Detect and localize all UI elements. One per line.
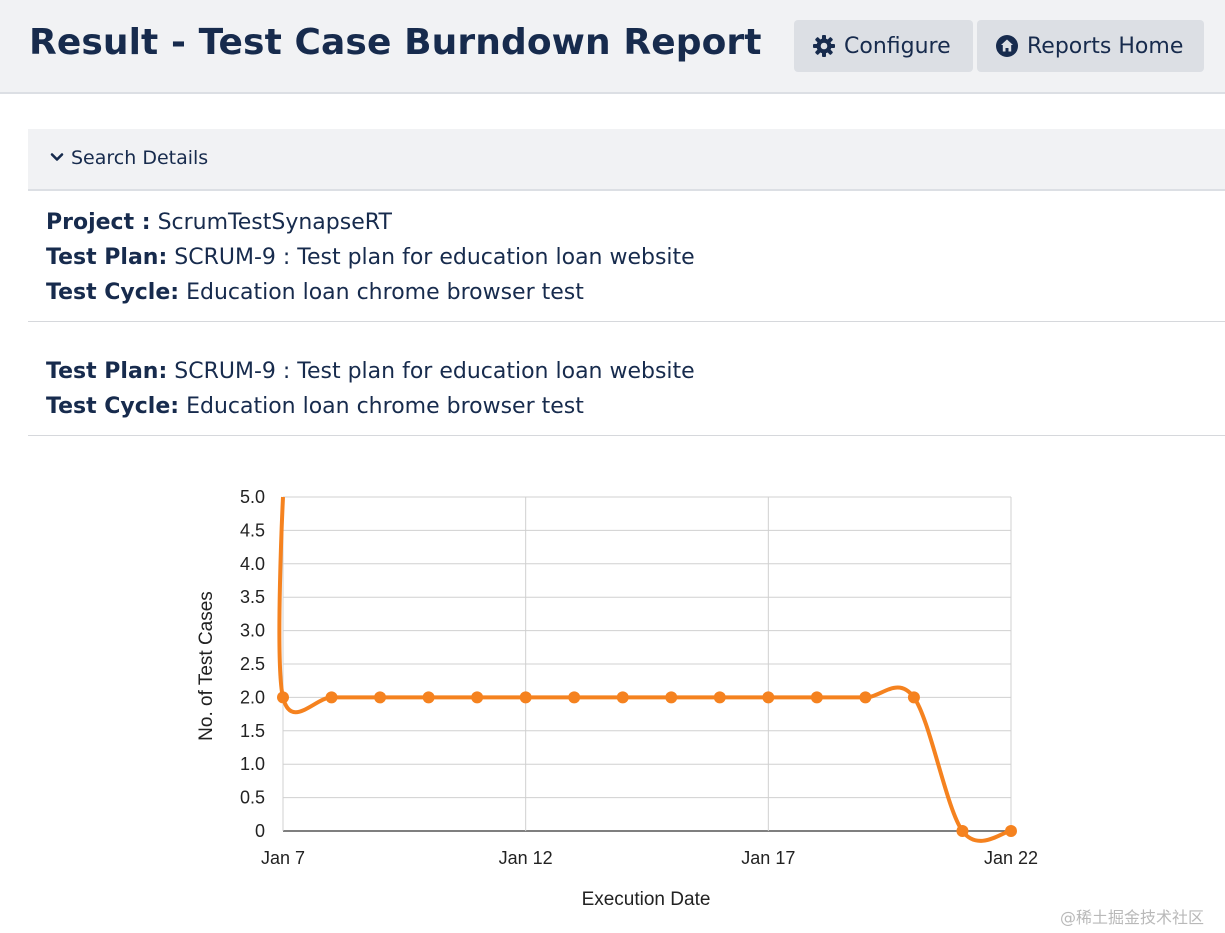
y-tick-label: 2.0 [240,687,265,707]
test-plan-label: Test Plan: [46,359,168,384]
test-cycle-label: Test Cycle: [46,280,180,305]
project-label: Project : [46,210,151,235]
chevron-down-icon [50,147,64,169]
test-plan-row: Test Plan: SCRUM-9 : Test plan for educa… [46,240,695,275]
y-tick-label: 5.0 [240,487,265,507]
gear-icon [812,34,836,58]
test-plan-value: SCRUM-9 : Test plan for education loan w… [174,245,695,270]
configure-label: Configure [844,33,951,59]
test-plan-value: SCRUM-9 : Test plan for education loan w… [174,359,695,384]
header-bar: Result - Test Case Burndown Report Confi… [0,0,1225,94]
burndown-series-line [277,496,1012,843]
chart-header-details: Test Plan: SCRUM-9 : Test plan for educa… [46,354,695,424]
test-cycle-label: Test Cycle: [46,394,180,419]
reports-home-button[interactable]: Reports Home [977,20,1204,72]
data-point [616,691,629,704]
test-cycle-value: Education loan chrome browser test [186,394,584,419]
y-tick-label: 0.5 [240,788,265,808]
data-point [859,691,872,704]
x-tick-label: Jan 22 [984,848,1038,868]
reports-home-label: Reports Home [1027,33,1184,59]
configure-button[interactable]: Configure [794,20,973,72]
data-point [471,691,484,704]
data-point [713,691,726,704]
data-point [762,691,775,704]
test-cycle-row: Test Cycle: Education loan chrome browse… [46,275,695,310]
data-point [810,691,823,704]
y-tick-label: 3.0 [240,621,265,641]
page-title: Result - Test Case Burndown Report [29,22,762,63]
data-point [1005,825,1017,837]
data-point [519,691,532,704]
y-tick-label: 1.5 [240,721,265,741]
y-tick-label: 3.5 [240,587,265,607]
y-tick-label: 4.5 [240,520,265,540]
test-cycle-value: Education loan chrome browser test [186,280,584,305]
test-plan-row: Test Plan: SCRUM-9 : Test plan for educa… [46,354,695,389]
y-tick-label: 4.0 [240,554,265,574]
x-tick-label: Jan 12 [499,848,553,868]
x-axis-title: Execution Date [582,889,711,910]
search-details-toggle[interactable]: Search Details [50,147,208,169]
test-plan-label: Test Plan: [46,245,168,270]
data-point [568,691,581,704]
search-details-label: Search Details [71,147,209,169]
y-tick-label: 1.0 [240,754,265,774]
project-row: Project : ScrumTestSynapseRT [46,205,695,240]
data-point [907,691,920,704]
y-tick-label: 0 [255,821,265,841]
x-tick-label: Jan 7 [261,848,305,868]
home-icon [995,34,1019,58]
y-axis-title: No. of Test Cases [196,591,217,741]
project-value: ScrumTestSynapseRT [157,210,392,235]
divider [28,321,1225,322]
divider [28,435,1225,436]
data-point [374,691,387,704]
y-tick-label: 2.5 [240,654,265,674]
data-point [956,825,969,837]
x-tick-label: Jan 17 [741,848,795,868]
burndown-chart: 5.0 4.5 4.0 3.5 3.0 2.5 2.0 1.5 1.0 0.5 0 Jan 7 Jan … [196,487,1038,910]
search-details-panel: Search Details [28,129,1225,191]
search-details-summary: Project : ScrumTestSynapseRT Test Plan: … [46,205,695,310]
data-point [422,691,435,704]
data-point [325,691,338,704]
watermark: @稀土掘金技术社区 [1060,908,1205,927]
data-point [665,691,678,704]
test-cycle-row: Test Cycle: Education loan chrome browse… [46,389,695,424]
data-point [277,691,289,704]
